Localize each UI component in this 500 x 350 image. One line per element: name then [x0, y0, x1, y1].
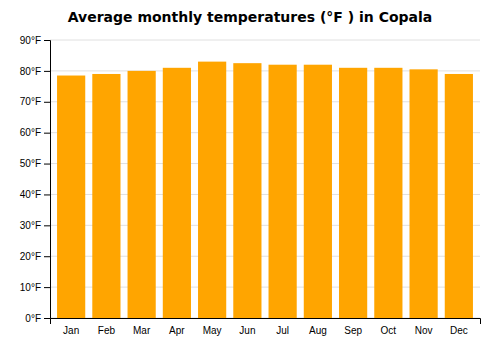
x-tick: Mar: [133, 325, 151, 336]
bar: [269, 65, 297, 318]
y-tick: 10°F: [20, 282, 50, 293]
bars: [57, 62, 473, 318]
bar: [163, 68, 191, 318]
x-tick-label: Apr: [169, 325, 185, 336]
x-tick: Jan: [63, 325, 79, 336]
x-tick: Aug: [309, 325, 327, 336]
y-tick: 50°F: [20, 158, 50, 169]
x-tick-label: Jan: [63, 325, 79, 336]
x-tick-label: Jun: [239, 325, 255, 336]
x-tick-label: Mar: [133, 325, 151, 336]
x-tick: Nov: [415, 325, 433, 336]
y-tick-mark: [44, 40, 50, 41]
x-tick-label: Oct: [381, 325, 397, 336]
y-tick-label: 90°F: [20, 35, 41, 46]
y-tick: 70°F: [20, 96, 50, 107]
y-tick: 20°F: [20, 251, 50, 262]
bar: [92, 74, 120, 318]
x-tick-label: Dec: [450, 325, 468, 336]
bar: [198, 62, 226, 318]
x-tick: Oct: [381, 325, 397, 336]
bar: [304, 65, 332, 318]
y-tick: 60°F: [20, 127, 50, 138]
x-tick-label: May: [203, 325, 222, 336]
x-tick-label: Jul: [276, 325, 289, 336]
y-tick-mark: [44, 164, 50, 165]
bar: [410, 69, 438, 318]
y-axis-line: [44, 41, 51, 319]
x-tick: Jul: [276, 325, 289, 336]
y-tick-label: 40°F: [20, 189, 41, 200]
x-tick-label: Sep: [344, 325, 362, 336]
x-tick: Feb: [98, 325, 116, 336]
bar: [233, 63, 261, 318]
y-tick-mark: [44, 194, 50, 195]
y-tick-label: 60°F: [20, 127, 41, 138]
plot: Jan Feb Mar Apr May Jun Jul Aug Sep Oct Nov Dec 0°F 1…: [20, 35, 481, 336]
y-tick-label: 50°F: [20, 158, 41, 169]
x-axis: Jan Feb Mar Apr May Jun Jul Aug Sep Oct Nov Dec: [51, 319, 481, 337]
y-tick: 40°F: [20, 189, 50, 200]
x-tick: Dec: [450, 325, 468, 336]
y-tick-mark: [44, 133, 50, 134]
bar: [445, 74, 473, 318]
x-tick-label: Nov: [415, 325, 433, 336]
y-tick-mark: [44, 102, 50, 103]
y-tick: 0°F: [25, 313, 50, 324]
title: Average monthly temperatures (°F ) in Co…: [68, 9, 433, 25]
y-tick: 80°F: [20, 66, 50, 77]
x-tick-label: Feb: [98, 325, 116, 336]
x-tick: May: [203, 325, 222, 336]
y-tick-label: 30°F: [20, 220, 41, 231]
x-tick: Jun: [239, 325, 255, 336]
chart: Average monthly temperatures (°F ) in Co…: [0, 0, 500, 350]
y-tick-mark: [44, 318, 50, 319]
x-tick-label: Aug: [309, 325, 327, 336]
y-tick-label: 80°F: [20, 66, 41, 77]
y-tick: 90°F: [20, 35, 50, 46]
bar: [57, 76, 85, 318]
grid-line: [50, 40, 480, 41]
y-tick-label: 20°F: [20, 251, 41, 262]
y-tick-mark: [44, 256, 50, 257]
grid: [50, 40, 480, 318]
x-tick: Sep: [344, 325, 362, 336]
y-tick-label: 0°F: [25, 313, 41, 324]
x-tick: Apr: [169, 325, 185, 336]
x-axis-line: [51, 319, 481, 325]
bar: [339, 68, 367, 318]
y-tick-mark: [44, 287, 50, 288]
bar: [128, 71, 156, 318]
y-axis: 0°F 10°F 20°F 30°F 40°F 50°F 60°F 70°F 80°F 90°F: [20, 35, 51, 324]
y-tick-mark: [44, 71, 50, 72]
y-tick: 30°F: [20, 220, 50, 231]
y-tick-label: 10°F: [20, 282, 41, 293]
y-tick-label: 70°F: [20, 96, 41, 107]
bar: [374, 68, 402, 318]
y-tick-mark: [44, 225, 50, 226]
